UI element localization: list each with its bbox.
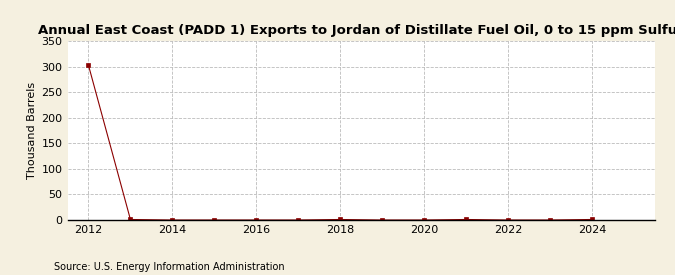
Y-axis label: Thousand Barrels: Thousand Barrels — [28, 82, 37, 179]
Title: Annual East Coast (PADD 1) Exports to Jordan of Distillate Fuel Oil, 0 to 15 ppm: Annual East Coast (PADD 1) Exports to Jo… — [38, 24, 675, 37]
Text: Source: U.S. Energy Information Administration: Source: U.S. Energy Information Administ… — [54, 262, 285, 272]
